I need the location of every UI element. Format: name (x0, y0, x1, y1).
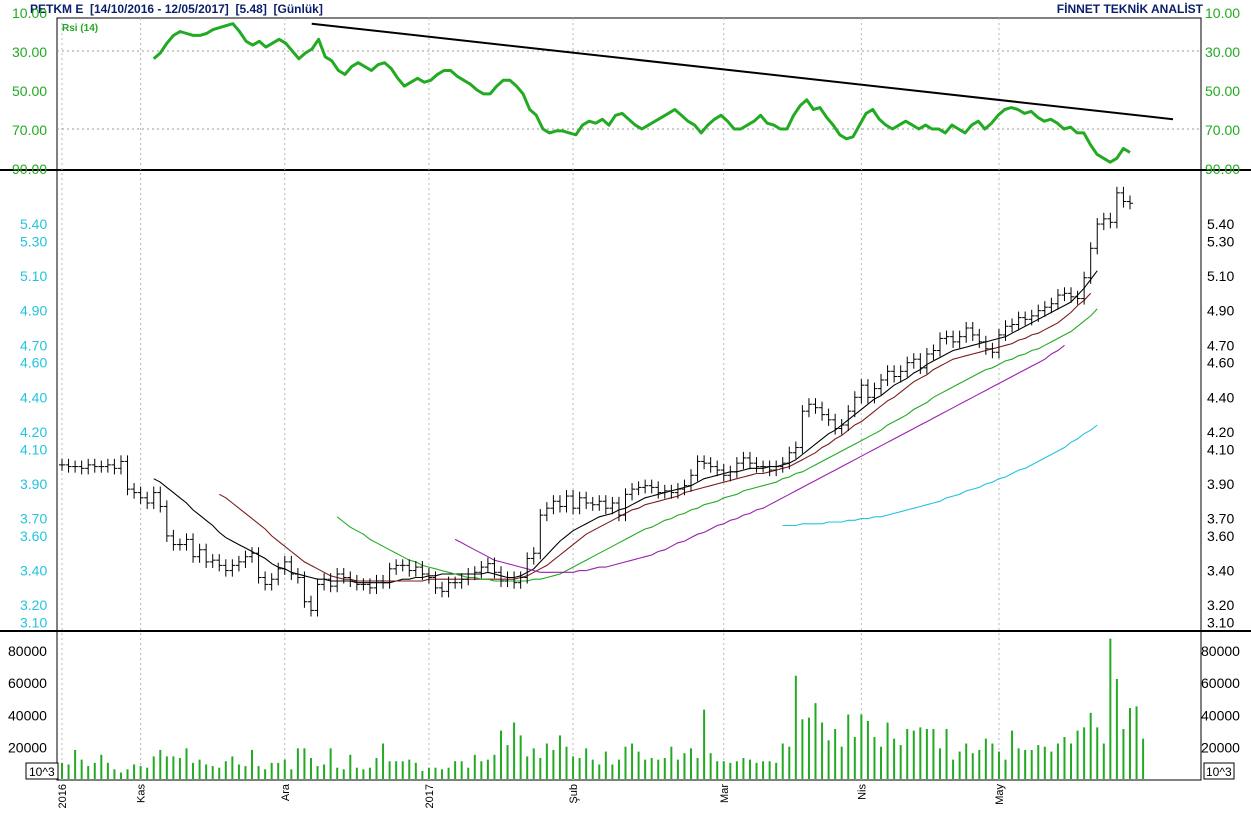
plot-frame (56, 17, 1202, 781)
price-tick-label-right: 5.40 (1207, 216, 1234, 232)
price-tick-label-right: 3.60 (1207, 528, 1234, 544)
volume-tick-label-left: 60000 (8, 675, 47, 691)
volume-unit-box-left (25, 762, 59, 780)
price-tick-label-right: 4.40 (1207, 389, 1234, 405)
ticker-label: PETKM E (30, 2, 84, 16)
x-axis-tick-label: Mar (719, 784, 731, 803)
x-axis-tick-label: 2016 (57, 784, 69, 808)
ma100-line (782, 424, 1098, 527)
price-tick-label-right: 4.20 (1207, 424, 1234, 440)
x-axis-tick-label: Şub (568, 784, 580, 804)
ma10-line (219, 292, 1092, 582)
price-tick-label-left: 4.40 (20, 389, 47, 405)
price-tick-label-left: 4.20 (20, 424, 47, 440)
price-tick-label-left: 5.30 (20, 233, 47, 249)
chart-header-left: PETKM E [14/10/2016 - 12/05/2017] [5.48]… (30, 2, 323, 16)
rsi-tick-label-right: 30.00 (1205, 44, 1240, 60)
price-tick-label-left: 4.70 (20, 337, 47, 353)
rsi-tick-label-right: 50.00 (1205, 83, 1240, 99)
price-tick-label-right: 3.70 (1207, 511, 1234, 527)
rsi-tick-label-right: 90.00 (1205, 161, 1240, 177)
volume-tick-label-right: 20000 (1201, 740, 1240, 756)
price-tick-label-left: 4.10 (20, 441, 47, 457)
rsi-series-line (152, 22, 1131, 164)
x-axis-tick-label: Kas (136, 784, 148, 803)
volume-tick-label-left: 40000 (8, 707, 47, 723)
price-tick-label-right: 3.10 (1207, 615, 1234, 631)
volume-tick-label-right: 40000 (1201, 707, 1240, 723)
volume-tick-label-left: 80000 (8, 643, 47, 659)
price-tick-label-right: 4.70 (1207, 337, 1234, 353)
rsi-tick-label-left: 50.00 (12, 83, 47, 99)
rsi-legend-label: Rsi (14) (62, 23, 98, 34)
price-tick-label-left: 3.70 (20, 511, 47, 527)
ma20-line (336, 308, 1098, 582)
price-tick-label-left: 3.20 (20, 597, 47, 613)
volume-unit-label-left: 10^3 (29, 765, 55, 779)
rsi-tick-label-right: 70.00 (1205, 122, 1240, 138)
price-tick-label-right: 4.60 (1207, 355, 1234, 371)
volume-tick-label-right: 60000 (1201, 675, 1240, 691)
x-axis-tick-label: May (994, 784, 1006, 805)
last-price-label: [5.48] (235, 2, 267, 16)
price-tick-label-right: 5.30 (1207, 233, 1234, 249)
x-axis-tick-label: 2017 (424, 784, 436, 808)
volume-tick-label-right: 80000 (1201, 643, 1240, 659)
price-tick-label-left: 5.40 (20, 216, 47, 232)
price-tick-label-right: 3.90 (1207, 476, 1234, 492)
brand-label: FİNNET TEKNİK ANALİST (1056, 2, 1203, 16)
ma50-line (454, 344, 1065, 573)
rsi-tick-label-left: 70.00 (12, 122, 47, 138)
rsi-tick-label-left: 30.00 (12, 44, 47, 60)
volume-tick-label-left: 20000 (8, 740, 47, 756)
price-tick-label-right: 3.20 (1207, 597, 1234, 613)
date-range-label: [14/10/2016 - 12/05/2017] (90, 2, 229, 16)
price-tick-label-right: 5.10 (1207, 268, 1234, 284)
price-tick-label-right: 4.90 (1207, 303, 1234, 319)
price-tick-label-right: 4.10 (1207, 441, 1234, 457)
period-label: [Günlük] (273, 2, 323, 16)
price-tick-label-left: 3.90 (20, 476, 47, 492)
x-axis-tick-label: Ara (280, 783, 292, 801)
price-tick-label-left: 5.10 (20, 268, 47, 284)
price-tick-label-left: 3.40 (20, 563, 47, 579)
x-axis-tick-label: Nis (856, 784, 868, 800)
volume-unit-box-right (1203, 762, 1235, 780)
rsi-tick-label-left: 90.00 (12, 161, 47, 177)
price-tick-label-right: 3.40 (1207, 563, 1234, 579)
price-tick-label-left: 4.60 (20, 355, 47, 371)
rsi-tick-label-right: 10.00 (1205, 5, 1240, 21)
volume-unit-label-right: 10^3 (1206, 765, 1232, 779)
price-tick-label-left: 4.90 (20, 303, 47, 319)
rsi-trendline (311, 22, 1174, 121)
rsi-tick-label-left: 10.00 (12, 5, 47, 21)
price-tick-label-left: 3.60 (20, 528, 47, 544)
price-tick-label-left: 3.10 (20, 615, 47, 631)
